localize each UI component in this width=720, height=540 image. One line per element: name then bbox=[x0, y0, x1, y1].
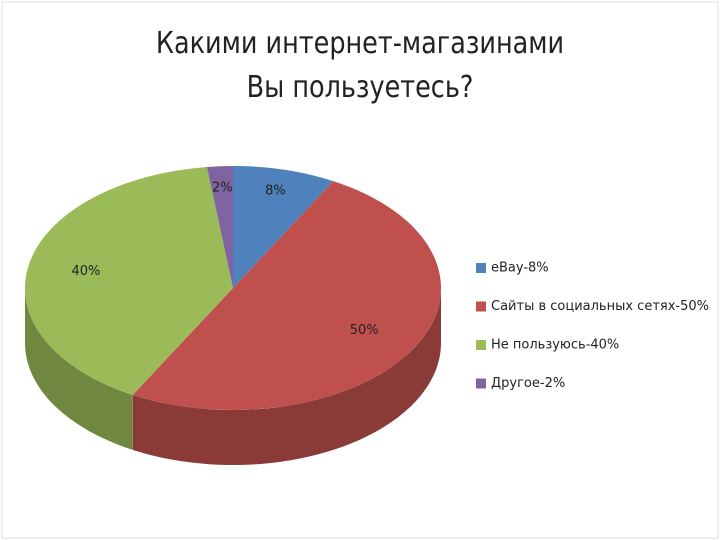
slice bbox=[206, 166, 233, 288]
slice bbox=[25, 166, 233, 395]
legend-label: eBay-8% bbox=[491, 261, 549, 276]
legend-swatch bbox=[476, 263, 486, 273]
chart-title: Какими интернет-магазинами Вы пользуетес… bbox=[155, 26, 565, 105]
slice bbox=[132, 181, 442, 410]
data-label: 50% bbox=[350, 323, 379, 338]
legend-label: Сайты в социальных сетях-50% bbox=[491, 299, 709, 314]
data-label: 8% bbox=[265, 184, 286, 199]
legend-label: Не пользуюсь-40% bbox=[491, 338, 619, 353]
data-label: 2% bbox=[212, 181, 233, 196]
data-label: 40% bbox=[71, 264, 100, 279]
legend-swatch bbox=[476, 301, 486, 312]
slice-side bbox=[132, 288, 442, 465]
legend-label: Другое-2% bbox=[491, 376, 565, 391]
legend-swatch bbox=[476, 378, 486, 389]
slice bbox=[233, 166, 334, 288]
legend-swatch bbox=[476, 340, 486, 350]
slice-side bbox=[25, 288, 133, 450]
